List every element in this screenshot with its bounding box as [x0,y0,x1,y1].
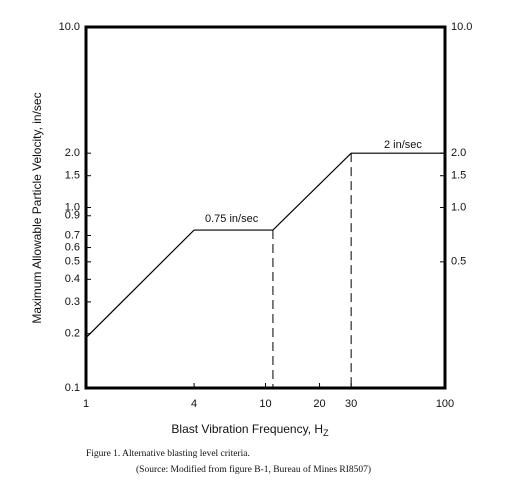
x-tick-label: 100 [436,398,454,410]
y-tick-label: 2.0 [65,147,80,159]
y-tick-label: 0.7 [65,229,80,241]
x-axis-title-subscript: Z [323,428,329,438]
y2-tick-label: 1.0 [451,201,466,213]
y-tick-label: 0.5 [65,256,80,268]
y-tick-label: 0.6 [65,241,80,253]
plot-frame [84,25,447,390]
y2-tick-label: 1.5 [451,170,466,182]
y2-tick-label: 2.0 [451,147,466,159]
y-tick-label: 0.3 [65,296,80,308]
x-axis-title-main: Blast Vibration Frequency, H [171,422,323,436]
x-tick-label: 4 [191,398,197,410]
y2-tick-label: 0.5 [451,256,466,268]
x-tick-label: 20 [313,398,325,410]
y-tick-label: 0.9 [65,210,80,222]
y2-tick-label: 10.0 [451,21,472,33]
caption: (Source: Modified from figure B-1, Burea… [136,464,371,475]
y-tick-label: 0.2 [65,328,80,340]
y-tick-label: 1.5 [65,170,80,182]
x-axis-title: Blast Vibration Frequency, HZ [171,422,329,438]
y-tick-label: 0.1 [65,382,80,394]
y-tick-label: 0.4 [65,273,80,285]
annotation: 2 in/sec [384,139,422,151]
x-tick-label: 30 [345,398,357,410]
y-tick-label: 1.0 [65,201,80,213]
x-tick-label: 10 [259,398,271,410]
x-tick-label: 1 [83,398,89,410]
caption: Figure 1. Alternative blasting level cri… [86,449,250,459]
series-line [85,152,445,339]
y-axis-title: Maximum Allowable Particle Velocity, in/… [30,92,44,323]
y-tick-label: 10.0 [59,21,80,33]
annotation: 0.75 in/sec [205,213,259,225]
